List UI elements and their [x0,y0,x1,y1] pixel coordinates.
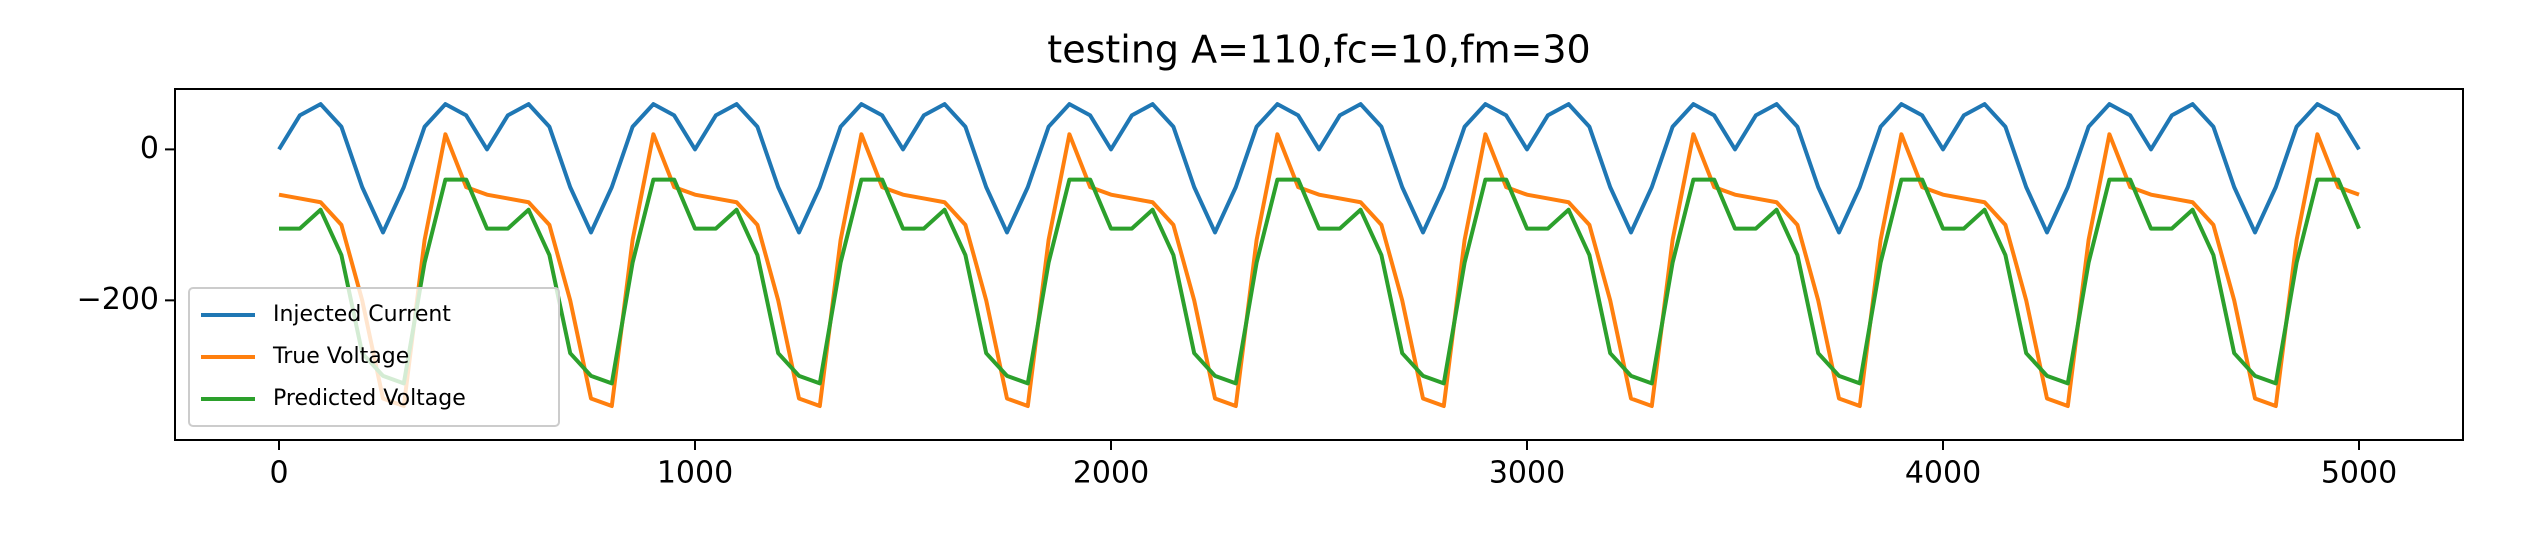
x-tick-label: 0 [269,456,288,491]
series-line [279,177,2361,386]
legend-label: Injected Current [273,302,451,327]
y-tick-label: 0 [140,131,159,166]
series-line [277,102,2361,235]
series-line [278,132,2360,409]
legend-label: Predicted Voltage [273,386,466,411]
legend: Injected Current True Voltage Predicted Vo… [188,287,560,427]
x-tick-label: 5000 [2321,456,2397,491]
x-tick-label: 4000 [1905,456,1981,491]
x-tick-label: 2000 [1073,456,1149,491]
legend-label: True Voltage [272,344,409,369]
y-tick-label: −200 [77,282,159,317]
x-tick-label: 3000 [1489,456,1565,491]
x-tick-label: 1000 [657,456,733,491]
chart-title: testing A=110,fc=10,fm=30 [1047,28,1590,72]
legend-box [188,287,560,427]
plot-frame [174,88,2464,441]
